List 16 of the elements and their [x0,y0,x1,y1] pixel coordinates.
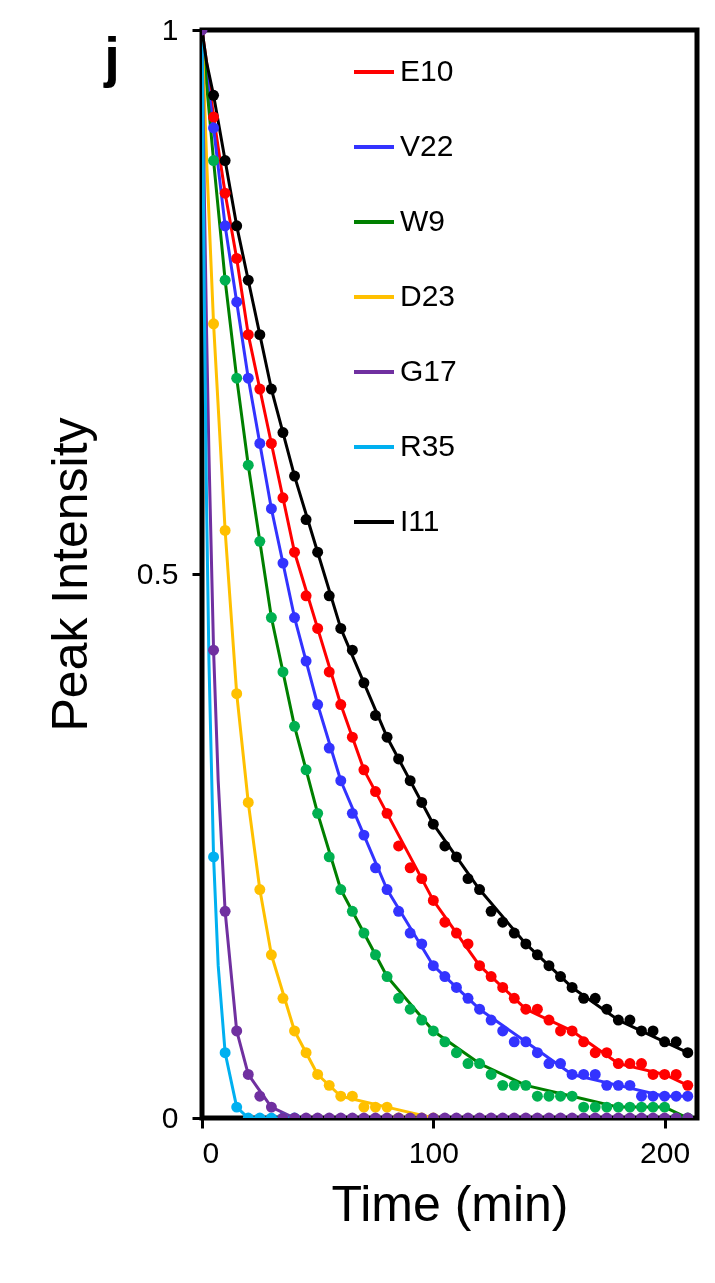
legend-label: D23 [400,279,456,312]
x-axis-title: Time (min) [331,1175,569,1232]
legend-label: R35 [400,429,456,462]
x-tick-label: 200 [640,1135,691,1169]
legend-label: V22 [400,129,454,162]
x-tick-label: 100 [408,1135,459,1169]
y-tick-label: 1 [161,12,179,46]
x-tick-label: 0 [202,1135,220,1169]
legend-label: W9 [400,204,445,237]
legend-label: G17 [400,354,457,387]
y-tick-label: 0.5 [136,556,179,590]
y-axis-title: Peak Intensity [41,417,98,732]
legend-label: I11 [400,504,440,537]
y-tick-label: 0 [161,1100,179,1134]
text: j [103,25,120,88]
legend-label: E10 [400,54,454,87]
